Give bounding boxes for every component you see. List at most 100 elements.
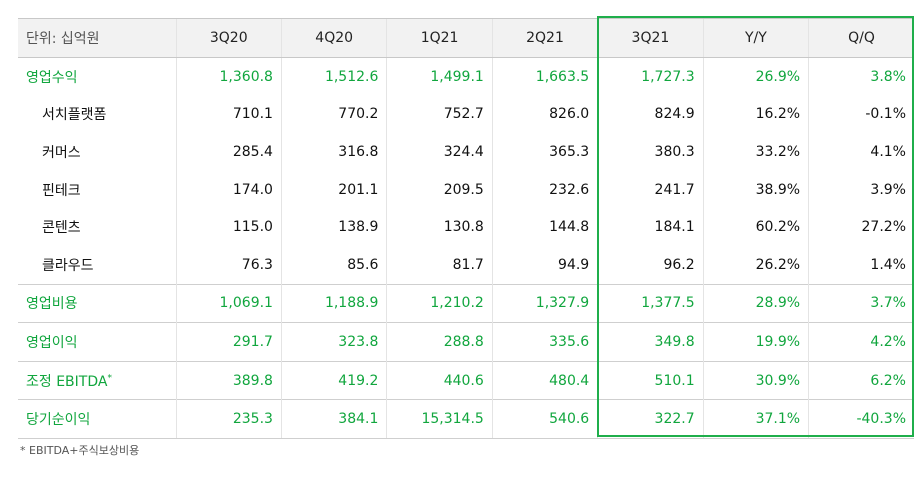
table-cell: 1,663.5 — [491, 57, 598, 96]
table-cell: 33.2% — [702, 133, 809, 171]
table-cell: 380.3 — [597, 133, 704, 171]
table-row-operating-expense: 영업비용 1,069.1 1,188.9 1,210.2 1,327.9 1,3… — [18, 283, 914, 323]
table-cell: 60.2% — [702, 208, 809, 246]
table-cell: 1,188.9 — [280, 283, 387, 323]
table-cell: 241.7 — [597, 170, 704, 209]
table-cell: 322.7 — [597, 399, 704, 439]
table-cell: 480.4 — [491, 360, 598, 400]
row-label: 영업비용 — [18, 283, 177, 323]
table-cell: 4.1% — [808, 133, 914, 171]
table-cell: 1,499.1 — [386, 57, 493, 96]
table-cell: 15,314.5 — [386, 399, 493, 439]
table-cell: 1,727.3 — [597, 57, 704, 96]
table-cell: 389.8 — [175, 360, 282, 400]
table-cell: 4.2% — [808, 322, 914, 362]
table-cell: 349.8 — [597, 322, 704, 362]
column-header: 3Q21 — [597, 18, 704, 58]
table-cell: 1,210.2 — [386, 283, 493, 323]
table-row-search-platform: 서치플랫폼 710.1 770.2 752.7 826.0 824.9 16.2… — [18, 95, 914, 134]
table-cell: 335.6 — [491, 322, 598, 362]
table-cell: 94.9 — [491, 245, 598, 285]
unit-label: 단위: 십억원 — [18, 18, 177, 58]
table-cell: 6.2% — [808, 360, 914, 400]
table-cell: 1,069.1 — [175, 283, 282, 323]
table-cell: 1,512.6 — [280, 57, 387, 96]
column-header: 4Q20 — [280, 18, 387, 58]
table-cell: 316.8 — [280, 133, 387, 171]
column-header: 3Q20 — [175, 18, 282, 58]
table-cell: 1.4% — [808, 245, 914, 285]
table-cell: 76.3 — [175, 245, 282, 285]
table-cell: 85.6 — [280, 245, 387, 285]
row-label: 콘텐츠 — [42, 220, 81, 237]
row-label: 서치플랫폼 — [42, 107, 107, 124]
table-row-operating-profit: 영업이익 291.7 323.8 288.8 335.6 349.8 19.9%… — [18, 322, 914, 362]
table-cell: 824.9 — [597, 95, 704, 134]
table-cell: 3.7% — [808, 283, 914, 323]
table-cell: 235.3 — [175, 399, 282, 439]
table-cell: 232.6 — [491, 170, 598, 209]
row-label: 영업수익 — [26, 69, 78, 86]
row-label: 클라우드 — [42, 257, 94, 274]
table-cell: 115.0 — [175, 208, 282, 246]
table-cell: 96.2 — [597, 245, 704, 285]
table-cell: 324.4 — [386, 133, 493, 171]
table-cell: 184.1 — [597, 208, 704, 246]
table-row-contents: 콘텐츠 115.0 138.9 130.8 144.8 184.1 60.2% … — [18, 208, 914, 246]
table-cell: 323.8 — [280, 322, 387, 362]
table-cell: 1,377.5 — [597, 283, 704, 323]
footnote: * EBITDA+주식보상비용 — [20, 444, 140, 457]
row-label: 조정 EBITDA* — [18, 360, 177, 400]
row-label: 핀테크 — [42, 182, 81, 199]
column-header: Q/Q — [808, 18, 914, 58]
table-cell: 365.3 — [491, 133, 598, 171]
table-cell: 26.2% — [702, 245, 809, 285]
table-cell: 384.1 — [280, 399, 387, 439]
table-cell: 419.2 — [280, 360, 387, 400]
table-row-net-income: 당기순이익 235.3 384.1 15,314.5 540.6 322.7 3… — [18, 399, 914, 439]
footnote-marker: * — [107, 372, 112, 383]
column-header: 1Q21 — [386, 18, 493, 58]
table-cell: 26.9% — [702, 57, 809, 96]
table-cell: -0.1% — [808, 95, 914, 134]
table-header-row: 단위: 십억원 3Q20 4Q20 1Q21 2Q21 3Q21 Y/Y Q/Q — [18, 18, 914, 58]
table-cell: 540.6 — [491, 399, 598, 439]
table-cell: 19.9% — [702, 322, 809, 362]
table-cell: 3.9% — [808, 170, 914, 209]
table-cell: 1,327.9 — [491, 283, 598, 323]
table-cell: 144.8 — [491, 208, 598, 246]
table-cell: 291.7 — [175, 322, 282, 362]
table-cell: 27.2% — [808, 208, 914, 246]
table-cell: 826.0 — [491, 95, 598, 134]
table-row-commerce: 커머스 285.4 316.8 324.4 365.3 380.3 33.2% … — [18, 133, 914, 171]
column-header: 2Q21 — [491, 18, 598, 58]
table-cell: 752.7 — [386, 95, 493, 134]
table-cell: 288.8 — [386, 322, 493, 362]
column-header: Y/Y — [702, 18, 809, 58]
table-row-cloud: 클라우드 76.3 85.6 81.7 94.9 96.2 26.2% 1.4% — [18, 245, 914, 285]
table-cell: 37.1% — [702, 399, 809, 439]
table-cell: 174.0 — [175, 170, 282, 209]
row-label: 당기순이익 — [18, 399, 177, 439]
table-row-adjusted-ebitda: 조정 EBITDA* 389.8 419.2 440.6 480.4 510.1… — [18, 360, 914, 400]
table-cell: 138.9 — [280, 208, 387, 246]
table-row-operating-revenue: 영업수익 1,360.8 1,512.6 1,499.1 1,663.5 1,7… — [18, 57, 914, 96]
table-cell: 28.9% — [702, 283, 809, 323]
row-label: 영업이익 — [18, 322, 177, 362]
row-label: 커머스 — [42, 144, 81, 161]
table-cell: -40.3% — [808, 399, 914, 439]
table-cell: 710.1 — [175, 95, 282, 134]
table-cell: 440.6 — [386, 360, 493, 400]
table-cell: 209.5 — [386, 170, 493, 209]
financial-table: 단위: 십억원 3Q20 4Q20 1Q21 2Q21 3Q21 Y/Y Q/Q… — [18, 18, 914, 439]
table-cell: 130.8 — [386, 208, 493, 246]
table-cell: 81.7 — [386, 245, 493, 285]
table-cell: 3.8% — [808, 57, 914, 96]
table-cell: 285.4 — [175, 133, 282, 171]
row-label-text: 조정 EBITDA — [26, 373, 108, 390]
table-row-fintech: 핀테크 174.0 201.1 209.5 232.6 241.7 38.9% … — [18, 170, 914, 209]
table-cell: 30.9% — [702, 360, 809, 400]
table-cell: 770.2 — [280, 95, 387, 134]
table-cell: 510.1 — [597, 360, 704, 400]
table-cell: 16.2% — [702, 95, 809, 134]
